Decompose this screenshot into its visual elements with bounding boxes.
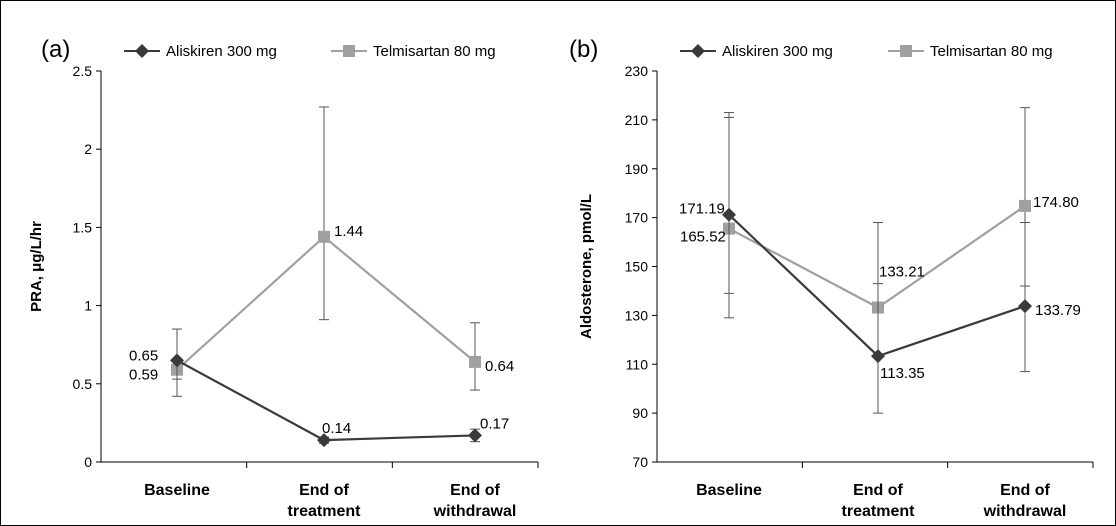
legend-label: Telmisartan 80 mg — [373, 43, 496, 60]
y-tick-label: 230 — [625, 63, 649, 79]
data-point-diamond — [317, 433, 331, 448]
series-telmisartan: 0.59 1.44 0.64 — [129, 106, 514, 391]
x-category-label: End of withdrawal — [433, 482, 517, 520]
x-category-label: End of withdrawal — [983, 482, 1067, 520]
x-category-label-line: End of — [299, 482, 349, 499]
data-label: 171.19 — [679, 201, 725, 218]
x-category-label-line: Baseline — [696, 482, 762, 499]
y-tick-label: 210 — [625, 112, 649, 128]
legend-square-marker — [343, 45, 355, 57]
y-tick-label: 130 — [625, 307, 649, 323]
data-label: 0.59 — [129, 367, 158, 384]
y-axis-label: Aldosterone, pmol/L — [578, 194, 595, 339]
legend-diamond-marker — [135, 44, 149, 58]
x-category-label-line: End of — [853, 482, 903, 499]
y-tick-label: 1 — [84, 298, 92, 314]
y-tick-label: 0 — [84, 454, 92, 470]
x-category-label-line: withdrawal — [983, 503, 1067, 520]
data-point-diamond — [170, 353, 184, 368]
series-line — [176, 235, 476, 371]
y-tick-label: 70 — [632, 454, 648, 470]
panel-label: (b) — [569, 36, 598, 63]
data-label: 133.79 — [1035, 302, 1081, 319]
data-label: 165.52 — [680, 229, 726, 246]
data-point-diamond — [468, 428, 482, 443]
x-category-label-line: treatment — [842, 503, 916, 520]
x-category-label: Baseline — [144, 482, 210, 499]
series-aliskiren: 0.65 0.14 0.17 — [129, 328, 509, 448]
y-tick-label: 90 — [632, 405, 648, 421]
chart-panel-a: (a) Aliskiren 300 mg Telmisartan 80 mg 0 0.5… — [28, 36, 539, 520]
panel-label: (a) — [41, 36, 70, 63]
data-label: 133.21 — [879, 264, 925, 281]
x-category-label-line: withdrawal — [433, 503, 517, 520]
y-tick-label: 2.5 — [73, 63, 93, 79]
legend-label: Telmisartan 80 mg — [930, 43, 1053, 60]
chart-panel-b: (b) Aliskiren 300 mg Telmisartan 80 mg 70 90… — [569, 36, 1094, 520]
data-label: 1.44 — [334, 223, 363, 240]
x-category-label-line: End of — [450, 482, 500, 499]
data-label: 113.35 — [880, 365, 925, 382]
series-telmisartan: 165.52 133.21 174.80 — [680, 107, 1079, 358]
legend-diamond-marker — [691, 44, 705, 58]
x-category-label-line: treatment — [288, 503, 362, 520]
data-label: 174.80 — [1033, 194, 1079, 211]
y-axis-label: PRA, μg/L/hr — [28, 221, 45, 312]
data-label: 0.65 — [129, 347, 158, 364]
x-category-label: End of treatment — [288, 482, 362, 520]
data-point-square — [318, 230, 330, 243]
data-point-diamond — [722, 207, 736, 222]
series-aliskiren: 171.19 113.35 133.79 — [679, 112, 1081, 414]
y-tick-label: 190 — [625, 161, 649, 177]
data-point-diamond — [1018, 299, 1032, 314]
data-label: 0.64 — [485, 358, 514, 375]
data-label: 0.17 — [480, 415, 509, 432]
x-category-label: Baseline — [696, 482, 762, 499]
data-point-square — [1019, 199, 1031, 212]
legend-square-marker — [900, 45, 912, 57]
y-tick-label: 1.5 — [73, 219, 93, 235]
y-tick-label: 0.5 — [73, 376, 93, 392]
data-label: 0.14 — [322, 420, 351, 437]
y-tick-label: 2 — [84, 141, 92, 157]
y-tick-label: 170 — [625, 210, 649, 226]
y-tick-label: 110 — [626, 356, 649, 372]
x-category-label: End of treatment — [842, 482, 916, 520]
legend-label: Aliskiren 300 mg — [166, 43, 277, 60]
x-category-label-line: Baseline — [144, 482, 210, 499]
x-category-label-line: End of — [1000, 482, 1050, 499]
data-point-diamond — [871, 349, 885, 364]
y-tick-label: 150 — [625, 259, 649, 275]
data-point-square — [469, 355, 481, 368]
legend-label: Aliskiren 300 mg — [722, 43, 833, 60]
